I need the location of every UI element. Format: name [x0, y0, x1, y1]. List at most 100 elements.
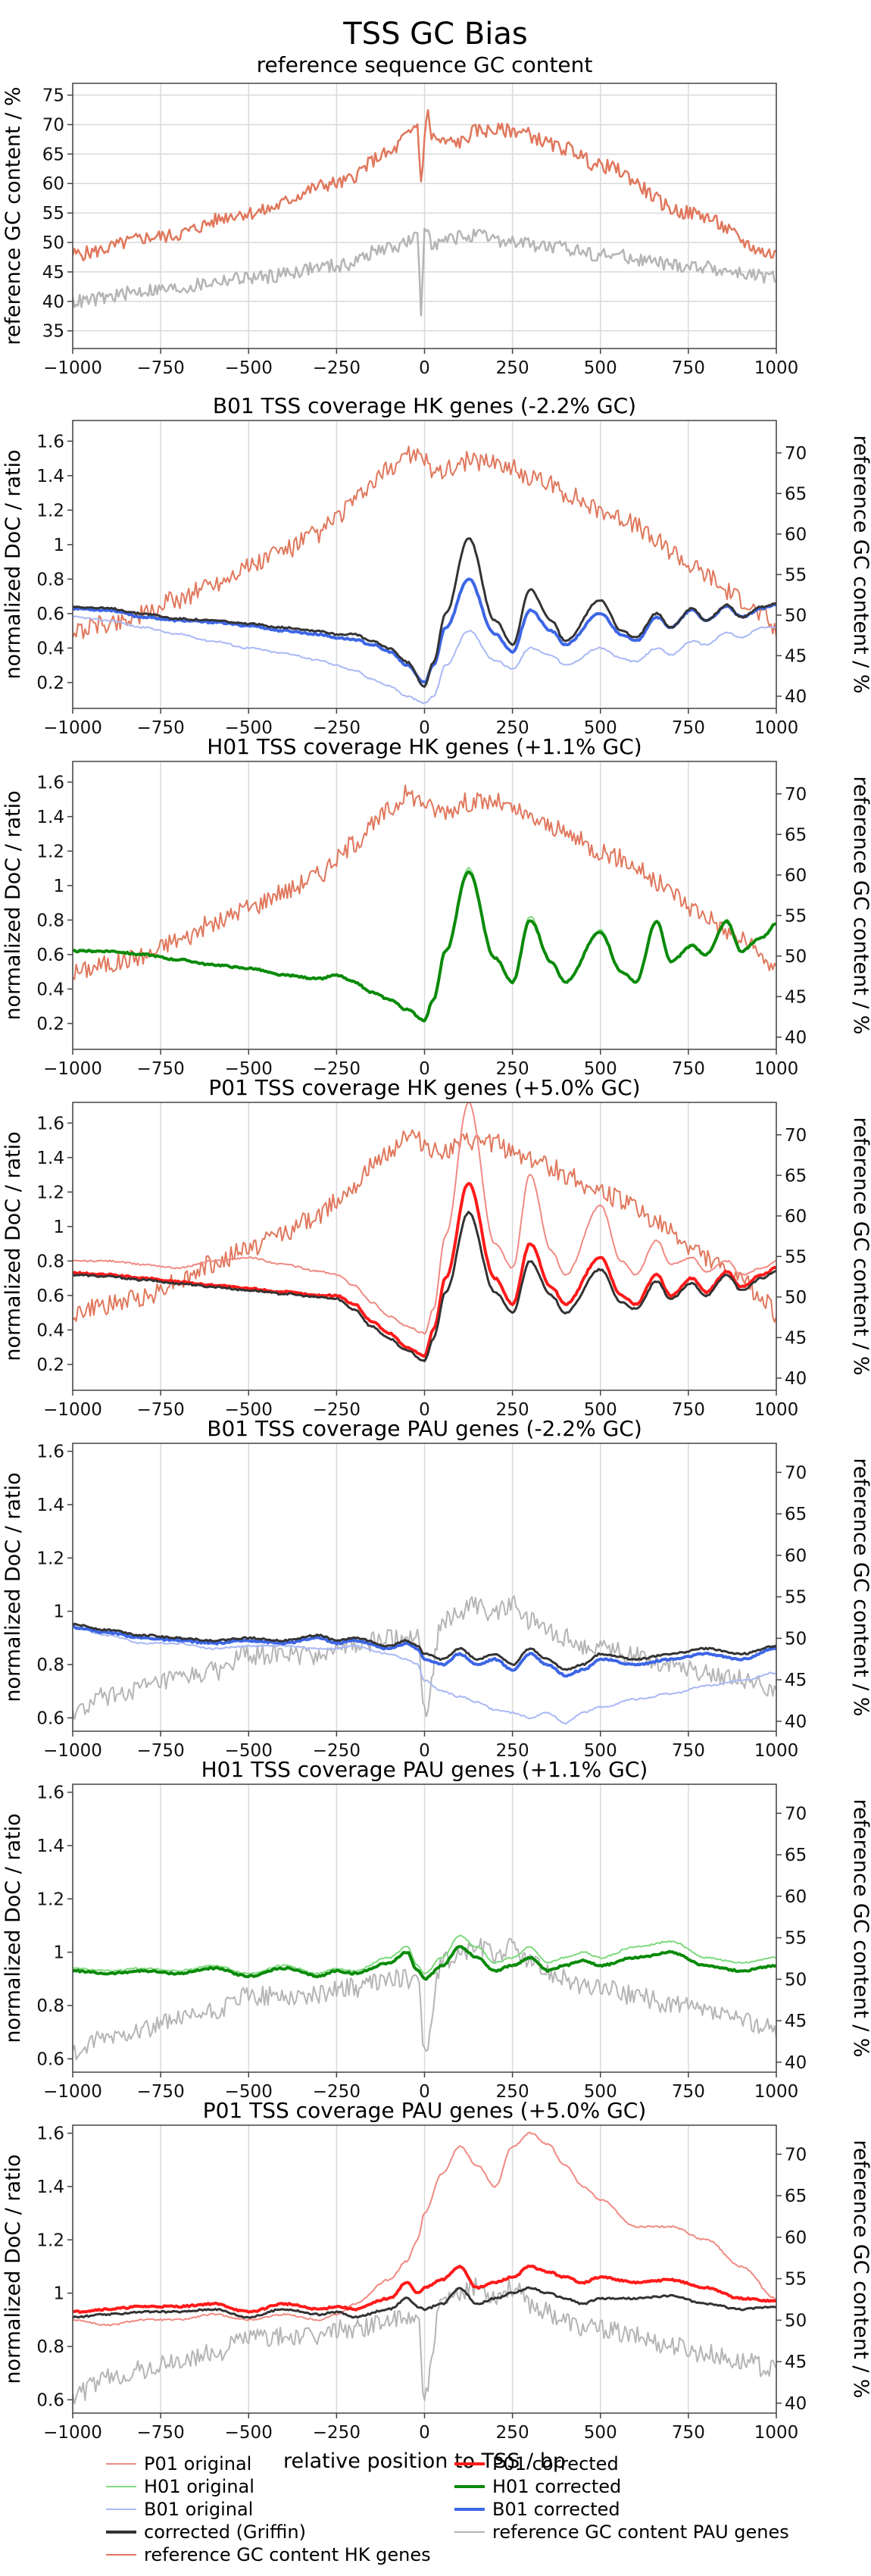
y-tick-label: 0.2: [36, 674, 64, 693]
y2-tick-label: 55: [785, 1247, 807, 1267]
y-tick-label: 1.2: [36, 2231, 64, 2250]
x-tick-label: −1000: [43, 1400, 102, 1420]
y-axis-label: normalized DoC / ratio: [2, 790, 25, 1020]
x-tick-label: 750: [672, 1059, 705, 1079]
chart-panel-7: P01 TSS coverage PAU genes (+5.0% GC) −10…: [2, 2098, 871, 2473]
plot-frame: [72, 1443, 777, 1732]
x-tick-label: −750: [137, 1059, 185, 1079]
y-axis-label: normalized DoC / ratio: [2, 1813, 25, 2043]
y2-tick-label: 60: [785, 2228, 807, 2248]
y-tick-label: 40: [42, 292, 64, 312]
y-tick-label: 1: [53, 2284, 64, 2304]
x-tick-label: −1000: [43, 718, 102, 738]
y-tick-label: 55: [42, 204, 64, 224]
x-tick-label: 750: [672, 2423, 705, 2443]
x-tick-label: 500: [584, 718, 617, 738]
y2-tick-label: 55: [785, 1929, 807, 1949]
series-line-gc-hk: [73, 445, 776, 639]
x-tick-label: 250: [496, 2423, 529, 2443]
y2-axis-label: reference GC content / %: [849, 1117, 871, 1375]
series-line-B01-corrected: [73, 577, 776, 684]
y-tick-label: 0.4: [36, 639, 64, 658]
y2-tick-label: 65: [785, 1166, 807, 1186]
series-line-gc-pau: [73, 1595, 776, 1720]
y-tick-label: 1: [53, 536, 64, 555]
x-tick-label: −250: [313, 358, 361, 378]
y-tick-label: 70: [42, 115, 64, 135]
x-tick-label: −750: [137, 2423, 185, 2443]
y-tick-label: 0.6: [36, 2049, 64, 2069]
y2-tick-label: 40: [785, 1369, 807, 1389]
x-tick-label: −250: [313, 2082, 361, 2102]
y-tick-label: 1.2: [36, 1549, 64, 1568]
plot-frame: [72, 1784, 777, 2073]
y2-tick-label: 70: [785, 785, 807, 805]
series-line-gc-pau: [73, 227, 776, 317]
series-line-griffin: [73, 537, 776, 688]
y2-tick-label: 45: [785, 646, 807, 666]
x-tick-label: −500: [225, 1059, 273, 1079]
chart-panel-2: B01 TSS coverage HK genes (-2.2% GC) −100…: [2, 393, 871, 738]
y-tick-label: 50: [42, 233, 64, 253]
panel-title: H01 TSS coverage PAU genes (+1.1% GC): [201, 1757, 648, 1782]
y-tick-label: 0.6: [36, 1286, 64, 1306]
y-tick-label: 65: [42, 145, 64, 164]
chart-panel-1: reference sequence GC content −1000 −750 −5…: [2, 52, 798, 378]
series-line-gc-hk: [73, 109, 776, 261]
y-tick-label: 1.4: [36, 1149, 64, 1168]
legend-label: corrected (Griffin): [144, 2521, 306, 2543]
y2-tick-label: 60: [785, 1546, 807, 1566]
x-tick-label: −1000: [43, 2423, 102, 2443]
y-axis-label: reference GC content / %: [2, 86, 25, 345]
y-tick-label: 0.4: [36, 980, 64, 999]
y2-tick-label: 40: [785, 1028, 807, 1048]
y2-axis-label: reference GC content / %: [849, 1799, 871, 2057]
y2-tick-label: 45: [785, 2012, 807, 2031]
y2-tick-label: 50: [785, 606, 807, 626]
x-tick-label: 1000: [754, 1741, 799, 1761]
series-line-griffin: [73, 2286, 776, 2319]
y-tick-label: 0.8: [36, 911, 64, 930]
y-tick-label: 1.6: [36, 2124, 64, 2144]
y-tick-label: 1.4: [36, 467, 64, 486]
panel-title: B01 TSS coverage HK genes (-2.2% GC): [213, 393, 636, 418]
chart-panel-3: H01 TSS coverage HK genes (+1.1% GC) −100…: [2, 734, 871, 1079]
x-tick-label: −250: [313, 718, 361, 738]
x-tick-label: −500: [225, 718, 273, 738]
legend-label: P01 original: [144, 2453, 251, 2474]
series-line-gc-pau: [73, 2277, 776, 2405]
legend-label: P01 corrected: [492, 2453, 619, 2474]
y-tick-label: 0.8: [36, 1252, 64, 1271]
y-tick-label: 0.8: [36, 570, 64, 589]
y-tick-label: 0.8: [36, 1996, 64, 2016]
x-tick-label: −500: [225, 358, 273, 378]
series-line-B01-original: [73, 1626, 776, 1725]
y-tick-label: 0.8: [36, 1655, 64, 1675]
x-tick-label: 250: [496, 358, 529, 378]
y-tick-label: 1.4: [36, 2177, 64, 2197]
y2-axis-label: reference GC content / %: [849, 2140, 871, 2398]
series-line-gc-hk: [73, 784, 776, 980]
y-tick-label: 75: [42, 86, 64, 106]
x-tick-label: 750: [672, 718, 705, 738]
y-tick-label: 1: [53, 877, 64, 896]
x-tick-label: −750: [137, 718, 185, 738]
y2-tick-label: 65: [785, 484, 807, 504]
y-tick-label: 1.4: [36, 808, 64, 827]
y2-tick-label: 55: [785, 1588, 807, 1608]
y-tick-label: 0.8: [36, 2337, 64, 2357]
x-tick-label: 0: [419, 1400, 430, 1420]
x-tick-label: 500: [584, 2082, 617, 2102]
y2-tick-label: 70: [785, 2145, 807, 2165]
y2-tick-label: 40: [785, 687, 807, 707]
y2-tick-label: 40: [785, 1712, 807, 1732]
y2-tick-label: 60: [785, 525, 807, 545]
x-tick-label: −250: [313, 1059, 361, 1079]
legend-label: reference GC content PAU genes: [492, 2521, 789, 2543]
y-tick-label: 1.6: [36, 1784, 64, 1803]
panel-title: reference sequence GC content: [257, 52, 593, 77]
series-line-gc-hk: [73, 1129, 776, 1323]
x-tick-label: −250: [313, 1400, 361, 1420]
x-tick-label: 1000: [754, 1400, 799, 1420]
